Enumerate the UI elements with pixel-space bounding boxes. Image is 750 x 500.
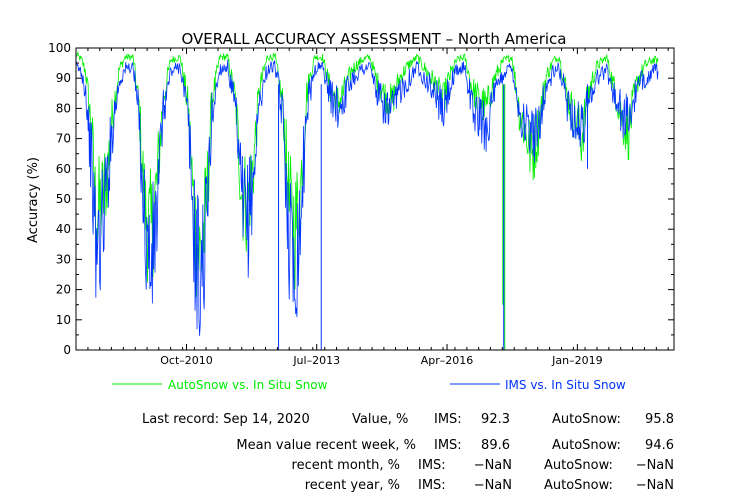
month-autosnow: −NaN bbox=[635, 458, 674, 473]
x-tick-label: Oct–2010 bbox=[160, 354, 213, 367]
year-ims: −NaN bbox=[473, 478, 512, 493]
year-ims-label: IMS: bbox=[418, 478, 446, 493]
month-ims-label: IMS: bbox=[418, 458, 446, 473]
month-ims: −NaN bbox=[473, 458, 512, 473]
x-tick-label: Jan–2019 bbox=[551, 354, 602, 367]
ims-series-line bbox=[76, 59, 659, 336]
year-autosnow: −NaN bbox=[635, 478, 674, 493]
week-autosnow: 94.6 bbox=[645, 438, 674, 453]
y-tick-label: 20 bbox=[56, 283, 71, 297]
x-tick-label: Jul–2013 bbox=[292, 354, 340, 367]
y-tick-label: 90 bbox=[56, 71, 71, 85]
value-autosnow-label: AutoSnow: bbox=[552, 412, 621, 427]
month-autosnow-label: AutoSnow: bbox=[544, 458, 613, 473]
week-label: Mean value recent week, % bbox=[236, 438, 416, 453]
y-tick-label: 30 bbox=[56, 252, 71, 266]
y-tick-label: 80 bbox=[56, 101, 71, 115]
value-autosnow: 95.8 bbox=[645, 412, 674, 427]
month-label: recent month, % bbox=[291, 458, 400, 473]
y-axis-label: Accuracy (%) bbox=[26, 157, 41, 243]
y-tick-label: 0 bbox=[63, 343, 71, 357]
y-tick-label: 100 bbox=[48, 41, 71, 55]
week-autosnow-label: AutoSnow: bbox=[552, 438, 621, 453]
value-ims-label: IMS: bbox=[434, 412, 462, 427]
x-tick-label: Apr–2016 bbox=[421, 354, 474, 367]
week-ims-label: IMS: bbox=[434, 438, 462, 453]
y-tick-label: 10 bbox=[56, 313, 71, 327]
y-tick-label: 70 bbox=[56, 132, 71, 146]
value-ims: 92.3 bbox=[481, 412, 510, 427]
autosnow-series-line bbox=[76, 50, 659, 297]
last-record-label: Last record: Sep 14, 2020 bbox=[142, 412, 310, 427]
chart-title: OVERALL ACCURACY ASSESSMENT – North Amer… bbox=[182, 30, 567, 48]
y-tick-label: 50 bbox=[56, 192, 71, 206]
year-autosnow-label: AutoSnow: bbox=[544, 478, 613, 493]
year-label: recent year, % bbox=[304, 478, 400, 493]
legend-ims-label: IMS vs. In Situ Snow bbox=[505, 378, 626, 392]
week-ims: 89.6 bbox=[481, 438, 510, 453]
legend-autosnow-label: AutoSnow vs. In Situ Snow bbox=[168, 378, 328, 392]
value-label: Value, % bbox=[352, 412, 409, 427]
y-tick-label: 60 bbox=[56, 162, 71, 176]
y-tick-label: 40 bbox=[56, 222, 71, 236]
